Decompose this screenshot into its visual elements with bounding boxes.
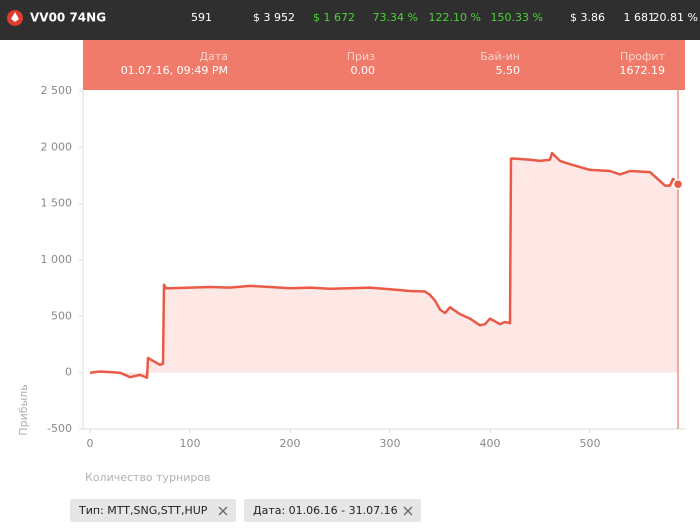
remove-icon[interactable]: [218, 506, 228, 516]
filter-text: Тип: MTT,SNG,STT,HUP: [78, 504, 208, 517]
x-axis-label: Количество турниров: [85, 471, 211, 484]
x-tick-label: 400: [480, 437, 501, 450]
filter-chip[interactable]: [70, 499, 236, 522]
y-tick-label: 1 500: [41, 197, 73, 210]
y-tick-label: 2 000: [41, 140, 73, 153]
x-tick-label: 200: [280, 437, 301, 450]
filter-chip[interactable]: [244, 499, 421, 522]
filter-text: Дата: 01.06.16 - 31.07.16: [253, 504, 398, 517]
y-tick-label: 2 500: [41, 84, 73, 97]
line: [89, 151, 679, 379]
y-tick-label: 0: [65, 366, 72, 379]
tooltip-label: Бай-ин: [480, 50, 520, 63]
y-tick-label: 500: [51, 309, 72, 322]
x-tick-label: 300: [380, 437, 401, 450]
plot: -500 0 500 1 000 1 500 2 000 2 500 0 100 200 300 40…: [41, 84, 685, 450]
tooltip-label: Профит: [620, 50, 666, 63]
stat: 150.33 %: [491, 11, 543, 24]
y-tick-label: -500: [47, 422, 72, 435]
tooltip-value: 5.50: [496, 64, 521, 77]
stat: 122.10 %: [429, 11, 481, 24]
stat: 591: [191, 11, 212, 24]
tooltip: [83, 40, 685, 90]
y-tick-label: 1 000: [41, 253, 73, 266]
x-tick-label: 0: [87, 437, 94, 450]
remove-icon[interactable]: [403, 506, 413, 516]
logo-icon: [11, 12, 19, 22]
tooltip-label: Дата: [200, 50, 228, 63]
top-bar: [0, 0, 700, 40]
stat: 73.34 %: [373, 11, 418, 24]
y-axis-label: Прибыль: [17, 384, 30, 435]
x-tick-label: 500: [580, 437, 601, 450]
tooltip-value: 01.07.16, 09:49 PM: [121, 64, 228, 77]
stat: $ 1 672: [313, 11, 355, 24]
player-name: VV00 74NG: [30, 11, 106, 25]
area: [90, 153, 678, 378]
stat: 1 681: [624, 11, 656, 24]
tooltip-value: 1672.19: [620, 64, 666, 77]
stat: $ 3.86: [570, 11, 605, 24]
stat: $ 3 952: [253, 11, 295, 24]
hover-point: [672, 179, 684, 190]
tooltip-label: Приз: [347, 50, 375, 63]
tooltip-value: 0.00: [351, 64, 376, 77]
stat: 20.81 %: [653, 11, 698, 24]
x-tick-label: 100: [180, 437, 201, 450]
